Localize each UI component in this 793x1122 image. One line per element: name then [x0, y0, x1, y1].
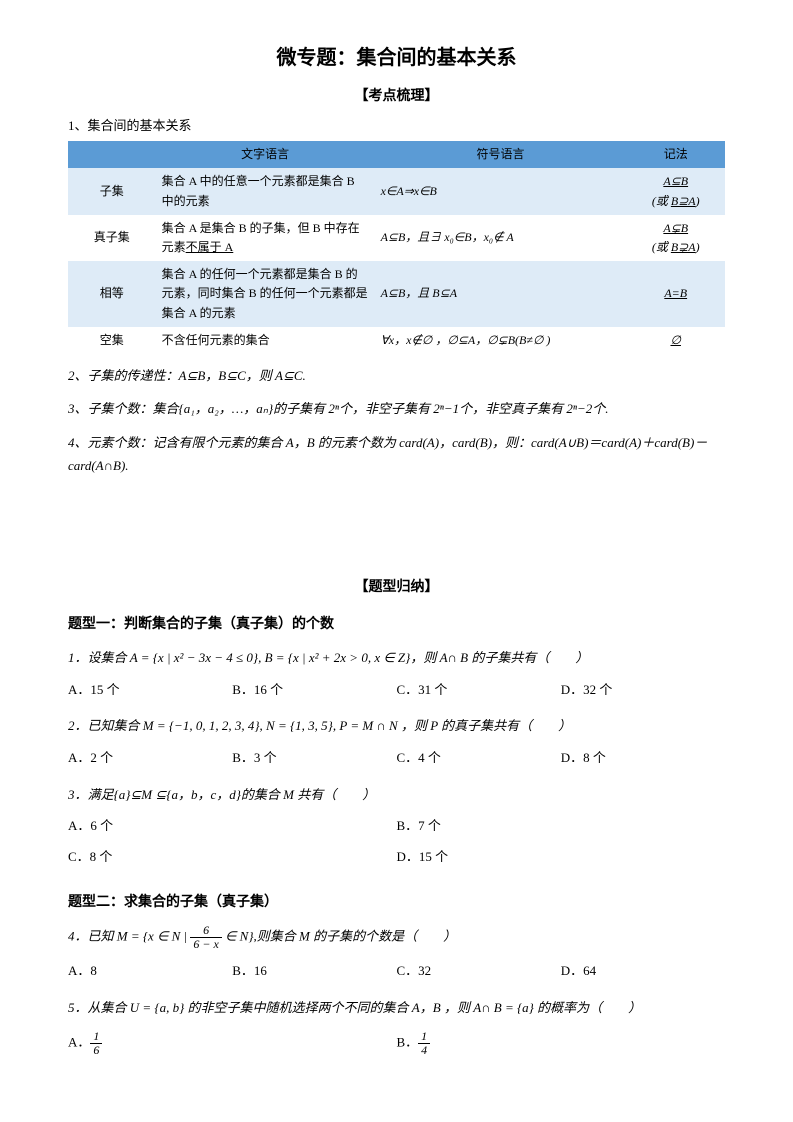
th-desc: 文字语言	[156, 141, 375, 168]
q5b-den: 4	[418, 1044, 430, 1057]
q2: 2．已知集合 M = {−1, 0, 1, 2, 3, 4}, N = {1, …	[68, 714, 725, 737]
q4-den: 6 − x	[190, 938, 221, 951]
q5b-frac: 14	[418, 1030, 430, 1057]
q5a-num: 1	[90, 1030, 102, 1044]
q4-opt-a: A．8	[68, 961, 232, 982]
cell-name: 真子集	[68, 215, 156, 261]
q1: 1．设集合 A = {x | x² − 3x − 4 ≤ 0}, B = {x …	[68, 646, 725, 669]
topic1-title: 题型一：判断集合的子集（真子集）的个数	[68, 614, 725, 636]
cell-name: 相等	[68, 261, 156, 327]
q4-post: ∈ N},则集合 M 的子集的个数是（ ）	[222, 929, 456, 944]
q2-options: A．2 个 B．3 个 C．4 个 D．8 个	[68, 748, 725, 769]
point2-text: 2、子集的传递性：A⊆B，B⊆C，则 A⊆C.	[68, 368, 306, 383]
cell-symbol: ∀x，x∉∅ ，∅⊆A，∅⊊B(B≠∅ )	[375, 327, 627, 354]
q1-opt-c: C．31 个	[397, 680, 561, 701]
q1-opt-b: B．16 个	[232, 680, 396, 701]
q3-opt-b: B．7 个	[397, 816, 726, 837]
q4-opt-b: B．16	[232, 961, 396, 982]
point4-text: 4、元素个数：记含有限个元素的集合 A，B 的元素个数为 card(A)，car…	[68, 435, 707, 473]
th-blank	[68, 141, 156, 168]
q2-opt-a: A．2 个	[68, 748, 232, 769]
point3: 3、子集个数：集合{a₁，a₂，…，aₙ}的子集有 2ⁿ个，非空子集有 2ⁿ−1…	[68, 397, 725, 420]
cell-desc: 不含任何元素的集合	[156, 327, 375, 354]
relations-table: 文字语言 符号语言 记法 子集 集合 A 中的任意一个元素都是集合 B 中的元素…	[68, 141, 725, 354]
q4-opt-c: C．32	[397, 961, 561, 982]
q1-text: 1．设集合 A = {x | x² − 3x − 4 ≤ 0}, B = {x …	[68, 650, 588, 665]
notation-text: ∅	[670, 333, 680, 347]
th-symbol: 符号语言	[375, 141, 627, 168]
table-row: 相等 集合 A 的任何一个元素都是集合 B 的元素，同时集合 B 的任何一个元素…	[68, 261, 725, 327]
q5-opt-a: A．16	[68, 1030, 397, 1057]
q3-opt-d: D．15 个	[397, 847, 726, 868]
q1-options: A．15 个 B．16 个 C．31 个 D．32 个	[68, 680, 725, 701]
q3-opt-c: C．8 个	[68, 847, 397, 868]
q5b-pre: B．	[397, 1034, 419, 1049]
q5-opt-b: B．14	[397, 1030, 726, 1057]
table-header-row: 文字语言 符号语言 记法	[68, 141, 725, 168]
q4: 4．已知 M = {x ∈ N | 66 − x ∈ N},则集合 M 的子集的…	[68, 924, 725, 951]
table-row: 真子集 集合 A 是集合 B 的子集，但 B 中存在元素不属于 A A⊆B，且∃…	[68, 215, 725, 261]
cell-desc: 集合 A 中的任意一个元素都是集合 B 中的元素	[156, 168, 375, 214]
notation-text: A⊆B	[663, 174, 688, 188]
q5a-frac: 16	[90, 1030, 102, 1057]
q3: 3．满足{a}⊆M ⊆{a，b，c，d}的集合 M 共有（ ）	[68, 783, 725, 806]
q2-opt-d: D．8 个	[561, 748, 725, 769]
q3-options: A．6 个 B．7 个 C．8 个 D．15 个	[68, 816, 725, 878]
table-row: 子集 集合 A 中的任意一个元素都是集合 B 中的元素 x∈A⇒x∈B A⊆B …	[68, 168, 725, 214]
q4-frac: 66 − x	[190, 924, 221, 951]
cell-notation: A⊆B (或 (或 B⊇A)B⊇A)	[626, 168, 725, 214]
cell-notation: A⊊B (或 B⊋A)	[626, 215, 725, 261]
q5-text: 5．从集合 U = {a, b} 的非空子集中随机选择两个不同的集合 A，B ，…	[68, 1000, 641, 1015]
q2-opt-c: C．4 个	[397, 748, 561, 769]
q2-opt-b: B．3 个	[232, 748, 396, 769]
cell-symbol: A⊆B，且∃ x₀∈B，x₀∉ A	[375, 215, 627, 261]
cell-desc: 集合 A 是集合 B 的子集，但 B 中存在元素不属于 A	[156, 215, 375, 261]
q3-text: 3．满足{a}⊆M ⊆{a，b，c，d}的集合 M 共有（ ）	[68, 787, 375, 802]
section-header-1: 【考点梳理】	[68, 86, 725, 108]
q5a-den: 6	[90, 1044, 102, 1057]
notation-text: A⊊B	[663, 221, 688, 235]
notation-alt: (或 B⊋A)	[652, 240, 700, 254]
desc-underline: 不属于 A	[186, 240, 234, 254]
q5b-num: 1	[418, 1030, 430, 1044]
q5-options: A．16 B．14	[68, 1030, 725, 1067]
cell-name: 子集	[68, 168, 156, 214]
page-title: 微专题：集合间的基本关系	[68, 42, 725, 74]
point3-text: 3、子集个数：集合{a₁，a₂，…，aₙ}的子集有 2ⁿ个，非空子集有 2ⁿ−1…	[68, 401, 609, 416]
topic2-title: 题型二：求集合的子集（真子集）	[68, 892, 725, 914]
cell-name: 空集	[68, 327, 156, 354]
cell-notation: ∅	[626, 327, 725, 354]
q4-opt-d: D．64	[561, 961, 725, 982]
point4: 4、元素个数：记含有限个元素的集合 A，B 的元素个数为 card(A)，car…	[68, 431, 725, 478]
notation-alt: (或 (或 B⊇A)B⊇A)	[652, 194, 700, 208]
cell-symbol: x∈A⇒x∈B	[375, 168, 627, 214]
q3-opt-a: A．6 个	[68, 816, 397, 837]
q2-text: 2．已知集合 M = {−1, 0, 1, 2, 3, 4}, N = {1, …	[68, 718, 571, 733]
section-header-2: 【题型归纳】	[68, 577, 725, 599]
cell-desc: 集合 A 的任何一个元素都是集合 B 的元素，同时集合 B 的任何一个元素都是集…	[156, 261, 375, 327]
spacer	[68, 487, 725, 577]
q5a-pre: A．	[68, 1034, 90, 1049]
cell-notation: A=B	[626, 261, 725, 327]
q4-num: 6	[190, 924, 221, 938]
cell-symbol: A⊆B，且 B⊆A	[375, 261, 627, 327]
point1-label: 1、集合间的基本关系	[68, 116, 725, 137]
point2: 2、子集的传递性：A⊆B，B⊆C，则 A⊆C.	[68, 364, 725, 387]
notation-text: A=B	[664, 286, 687, 300]
th-notation: 记法	[626, 141, 725, 168]
q1-opt-a: A．15 个	[68, 680, 232, 701]
q4-pre: 4．已知 M = {x ∈ N |	[68, 929, 190, 944]
table-row: 空集 不含任何元素的集合 ∀x，x∉∅ ，∅⊆A，∅⊊B(B≠∅ ) ∅	[68, 327, 725, 354]
q1-opt-d: D．32 个	[561, 680, 725, 701]
q4-options: A．8 B．16 C．32 D．64	[68, 961, 725, 982]
q5: 5．从集合 U = {a, b} 的非空子集中随机选择两个不同的集合 A，B ，…	[68, 996, 725, 1019]
